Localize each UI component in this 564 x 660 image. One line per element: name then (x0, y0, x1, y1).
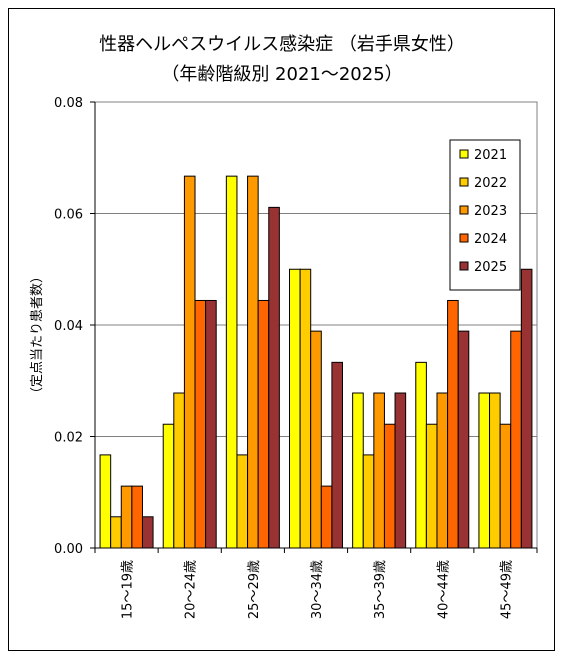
bar-2024-1 (194, 299, 207, 549)
chart-title: 性器ヘルペスウイルス感染症 （岩手県女性） (99, 34, 465, 55)
x-tick-label: 45～49歳 (499, 560, 514, 619)
y-tick-label: 0.08 (54, 96, 83, 111)
bar-2022-2 (236, 454, 249, 549)
y-tick-label: 0.02 (54, 431, 83, 446)
x-tick-label: 20～24歳 (184, 560, 199, 619)
legend-label-2021: 2021 (474, 148, 507, 163)
bars (99, 175, 533, 549)
bar-2023-2 (247, 175, 259, 549)
bar-2021-3 (289, 268, 301, 549)
y-tick-label: 0.04 (54, 319, 83, 334)
legend-swatch-2022 (459, 177, 469, 187)
bar-2024-2 (257, 299, 270, 549)
bar-2025-5 (457, 330, 470, 549)
legend-swatch-2025 (459, 261, 469, 271)
bar-2025-1 (205, 299, 217, 549)
x-tick-label: 25～29歳 (247, 560, 262, 619)
bar-2025-6 (520, 268, 533, 549)
legend-label-2022: 2022 (474, 176, 507, 191)
bar-2025-2 (268, 206, 280, 549)
x-tick-label: 40～44歳 (436, 560, 451, 619)
legend-label-2025: 2025 (474, 260, 507, 275)
bar-2022-6 (489, 392, 501, 549)
bar-2021-0 (99, 454, 112, 549)
bar-2022-4 (362, 454, 375, 549)
legend-label-2023: 2023 (474, 204, 507, 219)
bar-2024-0 (131, 485, 143, 549)
y-tick-label: 0.06 (54, 208, 83, 223)
bar-2023-0 (120, 485, 133, 549)
bar-2024-4 (383, 423, 396, 549)
x-tick-label: 30～34歳 (310, 560, 325, 619)
bar-2021-5 (415, 361, 427, 549)
bar-2025-0 (141, 516, 154, 549)
bar-2025-4 (394, 392, 407, 549)
x-tick-labels: 15～19歳 20～24歳 25～29歳 30～34歳 35～39歳 40～44歳 45～4… (121, 560, 515, 619)
bar-2024-5 (447, 299, 459, 549)
bar-2023-5 (436, 392, 449, 549)
bar-2023-3 (310, 330, 322, 549)
x-tick-label: 35～39歳 (373, 560, 388, 619)
y-axis-label: （定点当たり患者数） (30, 270, 45, 400)
bar-2022-0 (110, 516, 122, 549)
legend-label-2024: 2024 (474, 232, 507, 247)
bar-2024-3 (320, 485, 333, 549)
bar-2023-4 (373, 392, 385, 549)
bar-2022-5 (425, 423, 438, 549)
bar-2021-6 (478, 392, 491, 549)
legend-swatch-2024 (459, 233, 469, 243)
bar-2024-6 (510, 330, 522, 549)
bar-2021-1 (162, 423, 175, 549)
bar-2022-3 (299, 268, 312, 549)
y-tick-labels: 0.00 0.02 0.04 0.06 0.08 (54, 96, 83, 557)
bar-2023-1 (183, 175, 196, 549)
axes (90, 101, 538, 553)
legend-swatch-2023 (459, 205, 469, 215)
bar-2022-1 (173, 392, 185, 549)
bar-2021-4 (352, 392, 364, 549)
legend: 2021 2022 2023 2024 2025 (449, 139, 521, 291)
bar-2025-3 (331, 361, 343, 549)
chart-subtitle: （年齢階級別 2021～2025） (161, 64, 402, 85)
bar-2021-2 (225, 175, 238, 549)
bar-2023-6 (499, 423, 512, 549)
x-tick-label: 15～19歳 (121, 560, 136, 619)
legend-swatch-2021 (459, 149, 469, 159)
y-tick-label: 0.00 (54, 542, 83, 557)
